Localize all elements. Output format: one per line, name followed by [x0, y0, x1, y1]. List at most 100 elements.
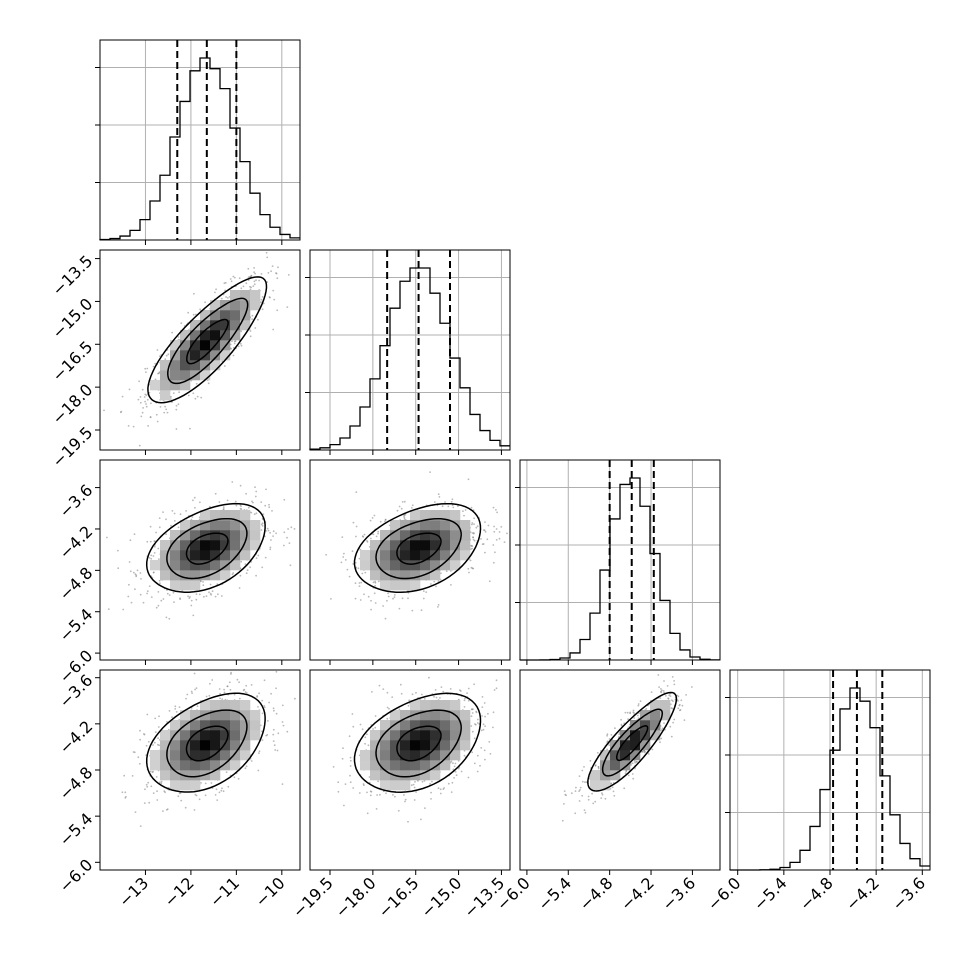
scatter-point	[217, 593, 219, 596]
scatter-point	[287, 274, 290, 276]
scatter-point	[190, 690, 193, 693]
scatter-point	[258, 279, 260, 282]
scatter-point	[146, 590, 149, 593]
density-cell	[230, 520, 241, 531]
scatter-point	[158, 579, 161, 582]
scatter-point	[156, 420, 159, 423]
scatter-point	[177, 403, 180, 406]
scatter-point	[198, 593, 201, 596]
scatter-point	[149, 770, 152, 773]
scatter-point	[397, 809, 400, 812]
scatter-point	[471, 730, 474, 733]
scatter-point	[173, 601, 175, 603]
scatter-point	[224, 281, 227, 284]
scatter-point	[209, 592, 212, 595]
scatter-point	[463, 706, 466, 708]
density-cell	[240, 540, 251, 551]
scatter-point	[495, 509, 497, 511]
scatter-point	[173, 520, 176, 522]
scatter-point	[254, 486, 256, 489]
density-cell	[250, 720, 261, 731]
scatter-point	[358, 792, 361, 794]
scatter-point	[374, 726, 377, 729]
density-cell	[190, 330, 201, 341]
density-cell	[220, 310, 231, 321]
density-cell	[180, 550, 191, 561]
scatter-point	[253, 513, 256, 516]
scatter-point	[393, 596, 396, 598]
density-cell	[160, 570, 171, 581]
scatter-point	[386, 717, 389, 720]
density-cell	[230, 310, 241, 321]
scatter-point	[107, 608, 110, 610]
density-cell	[180, 730, 191, 741]
density-cell	[370, 770, 381, 781]
scatter-point	[473, 737, 476, 740]
density-cell	[370, 730, 381, 741]
density-cell	[250, 290, 261, 301]
scatter-point	[247, 506, 250, 509]
scatter-point	[272, 733, 275, 736]
scatter-point	[164, 405, 167, 408]
histogram	[309, 267, 510, 450]
scatter-point	[148, 585, 151, 587]
panel-frame	[99, 459, 301, 661]
scatter-point	[385, 792, 387, 795]
density-cell	[220, 560, 231, 571]
density-cell	[230, 530, 241, 541]
scatter-point	[414, 781, 416, 783]
scatter-point	[476, 525, 479, 528]
scatter-point	[136, 569, 139, 572]
scatter-point	[168, 617, 171, 620]
scatter-point	[272, 740, 275, 742]
scatter-point	[239, 484, 242, 487]
x-tick-label: −16.5	[374, 873, 422, 921]
scatter-point	[243, 688, 246, 691]
scatter-point	[249, 566, 252, 569]
scatter-point	[236, 678, 239, 681]
scatter-point	[399, 683, 402, 686]
scatter-point	[144, 788, 146, 791]
scatter-point	[263, 679, 266, 682]
scatter-point	[346, 568, 349, 571]
scatter-point	[166, 592, 169, 595]
density-cell	[150, 760, 161, 771]
density-cell	[220, 550, 231, 561]
scatter-point	[265, 488, 267, 491]
scatter-point	[253, 271, 256, 274]
scatter-point	[139, 729, 141, 732]
y-tick-label: −13.5	[48, 252, 96, 300]
scatter-point	[254, 495, 257, 498]
density-cell	[210, 720, 221, 731]
scatter-point	[174, 708, 177, 710]
density-cell	[190, 350, 201, 361]
scatter-point	[139, 401, 142, 404]
density-cell	[190, 570, 201, 581]
density-cell	[170, 780, 181, 791]
scatter-point	[435, 696, 438, 699]
scatter-point	[467, 687, 470, 690]
density-cell	[460, 710, 471, 721]
scatter-point	[281, 704, 284, 707]
scatter-point	[220, 789, 223, 792]
scatter-point	[238, 277, 241, 280]
density-cell	[420, 530, 431, 541]
density-cell	[200, 320, 211, 331]
scatter-point	[360, 581, 363, 584]
scatter-point	[187, 394, 190, 397]
density-cell	[370, 750, 381, 761]
scatter-point	[233, 342, 236, 345]
density-cell	[360, 550, 371, 561]
scatter-point	[234, 500, 237, 503]
density-cell	[200, 550, 211, 561]
scatter-point	[157, 547, 160, 550]
scatter-point	[271, 510, 273, 512]
scatter-point	[476, 718, 479, 721]
density-cell	[210, 530, 221, 541]
density-cell	[390, 760, 401, 771]
scatter-point	[233, 276, 236, 279]
scatter-point	[359, 723, 362, 726]
density-cell	[220, 760, 231, 771]
scatter-point	[266, 527, 269, 530]
